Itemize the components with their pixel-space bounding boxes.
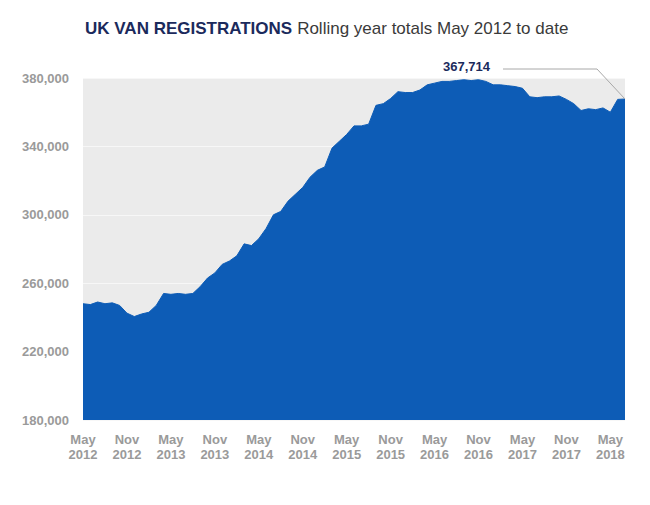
svg-text:340,000: 340,000 [22,139,69,154]
svg-text:Nov: Nov [466,432,491,447]
svg-text:220,000: 220,000 [22,344,69,359]
svg-text:May: May [510,432,536,447]
svg-text:2014: 2014 [288,447,318,462]
svg-text:Nov: Nov [378,432,403,447]
svg-text:May: May [70,432,96,447]
svg-text:Nov: Nov [554,432,579,447]
svg-text:May: May [158,432,184,447]
svg-text:May: May [598,432,624,447]
svg-text:Nov: Nov [203,432,228,447]
svg-text:367,714: 367,714 [443,59,491,74]
svg-text:2012: 2012 [69,447,98,462]
svg-text:May: May [334,432,360,447]
svg-text:2015: 2015 [376,447,405,462]
svg-text:2013: 2013 [156,447,185,462]
svg-text:2017: 2017 [508,447,537,462]
svg-text:Rolling year totals May 2012 t: Rolling year totals May 2012 to date [297,19,568,38]
svg-text:Nov: Nov [115,432,140,447]
svg-text:2015: 2015 [332,447,361,462]
svg-text:2013: 2013 [200,447,229,462]
svg-text:2016: 2016 [464,447,493,462]
svg-text:380,000: 380,000 [22,71,69,86]
svg-text:2014: 2014 [244,447,274,462]
svg-text:UK VAN REGISTRATIONS: UK VAN REGISTRATIONS [85,19,292,38]
svg-text:Nov: Nov [290,432,315,447]
svg-text:2018: 2018 [596,447,625,462]
svg-text:2012: 2012 [112,447,141,462]
svg-text:May: May [246,432,272,447]
svg-text:300,000: 300,000 [22,207,69,222]
svg-text:May: May [422,432,448,447]
svg-text:260,000: 260,000 [22,276,69,291]
svg-text:180,000: 180,000 [22,413,69,428]
svg-text:2016: 2016 [420,447,449,462]
svg-text:2017: 2017 [552,447,581,462]
